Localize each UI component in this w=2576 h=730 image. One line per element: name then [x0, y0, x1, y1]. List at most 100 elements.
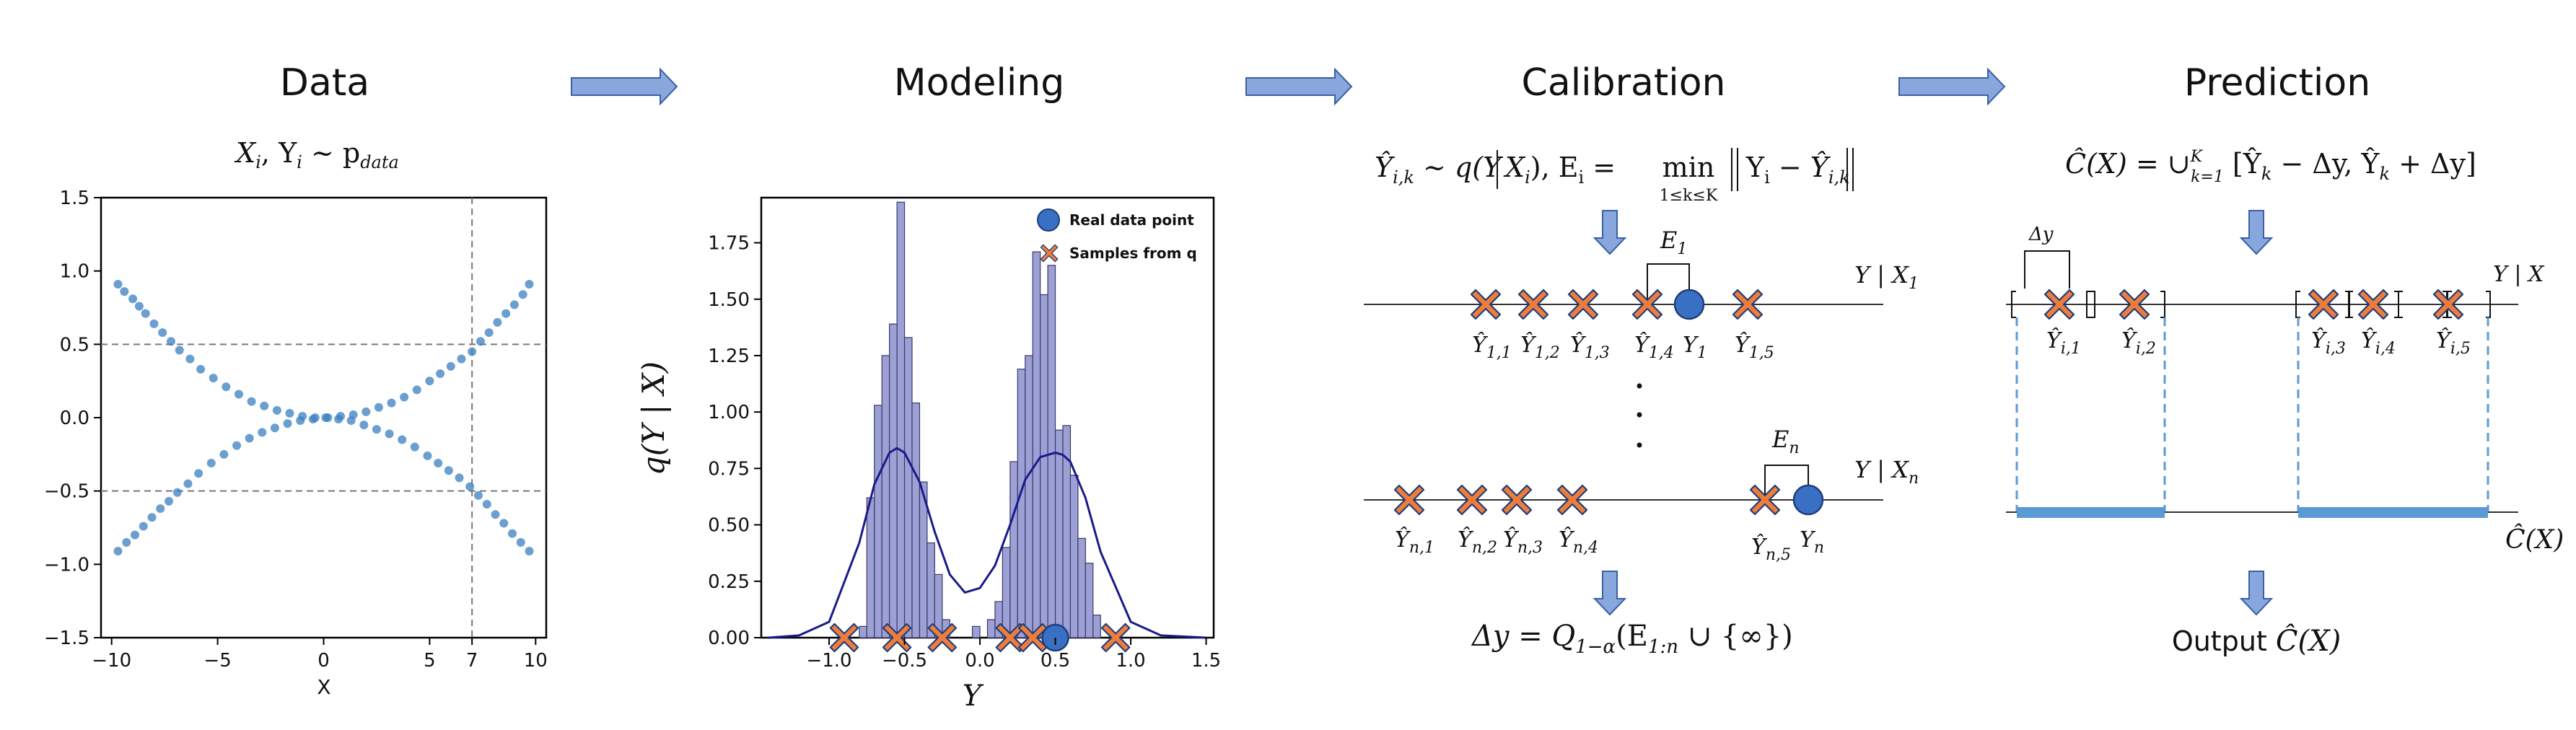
projection-lines: [2015, 317, 2489, 512]
calib-point-label: Ŷ1,5: [1735, 332, 1774, 362]
kde-curve: [768, 447, 1206, 639]
scatter-point: [359, 421, 369, 430]
svg-text:min: min: [1662, 151, 1715, 183]
vertical-ellipsis: [1637, 383, 1642, 448]
prediction-output: Output Ĉ(X): [2172, 624, 2341, 658]
calib-point-label: Yn: [1800, 527, 1824, 557]
scatter-point: [501, 309, 511, 318]
delta-label: Δy: [2028, 224, 2054, 245]
calib-point-label: Ŷ1,2: [1520, 332, 1560, 362]
stage-title-calibration: Calibration: [1522, 61, 1726, 105]
hist-bar: [911, 403, 921, 638]
scatter-point: [196, 364, 206, 374]
hist-bar: [1040, 294, 1048, 638]
scatter-point: [147, 513, 157, 522]
scatter-point: [158, 328, 167, 338]
scatter-point: [185, 354, 195, 364]
scatter-point: [525, 279, 534, 289]
scatter-point: [270, 423, 279, 433]
hist-ytick-label: 1.50: [708, 289, 750, 311]
scatter-point: [222, 382, 231, 392]
hist-xtick-label: 0.0: [965, 650, 994, 672]
error-bracket-1: [1647, 263, 1690, 304]
scatter-point: [499, 519, 509, 528]
scatter-point: [296, 416, 305, 426]
legend-sample-label: Samples from q: [1069, 245, 1197, 262]
real-point-marker: [1673, 289, 1705, 320]
scatter-point: [468, 347, 477, 356]
scatter-ytick-label: 1.0: [60, 261, 89, 283]
scatter-point: [346, 416, 356, 426]
prediction-row: Δy Y | X Ŷi,1 Ŷi,2 Ŷi,3 Ŷi,4: [2006, 224, 2564, 555]
calib-row1-label: Y | X1: [1854, 261, 1919, 293]
hist-bar: [896, 201, 906, 638]
hist-ytick-label: 0.25: [708, 571, 750, 593]
scatter-point: [518, 290, 527, 299]
calib-errn-label: En: [1771, 426, 1800, 457]
svg-text:Ŷi,k ~ q(Y: Ŷi,k ~ q(Y: [1375, 151, 1504, 188]
scatter-point: [234, 390, 243, 399]
scatter-point: [232, 441, 242, 450]
scatter-point: [175, 346, 184, 355]
scatter-point: [120, 287, 129, 296]
scatter-point: [321, 413, 330, 422]
hist-ytick-label: 1.75: [708, 233, 750, 255]
scatter-point: [245, 434, 254, 443]
scatter-point: [400, 392, 409, 402]
scatter-point: [425, 377, 434, 386]
scatter-point: [283, 419, 292, 428]
hist-legend: Real data point Samples from q: [1037, 208, 1197, 263]
pred-point-label: Ŷi,5: [2436, 327, 2471, 358]
calib-point-label: Ŷn,1: [1395, 527, 1434, 557]
hist-bar: [1025, 355, 1033, 638]
scatter-point: [308, 415, 317, 424]
scatter-point: [247, 397, 256, 406]
scatter-point: [206, 459, 216, 468]
scatter-xtick-label: −5: [203, 650, 231, 672]
scatter-point: [484, 328, 494, 338]
scatter-point: [457, 354, 466, 364]
hist-bar: [1077, 537, 1086, 638]
hist-bar: [1069, 475, 1079, 638]
calib-point-label: Ŷn,4: [1559, 527, 1598, 557]
scatter-point: [166, 337, 175, 346]
svg-text:Yi − Ŷi,k: Yi − Ŷi,k: [1745, 151, 1850, 188]
hist-bar: [1009, 461, 1018, 638]
hist-bar: [881, 355, 890, 638]
scatter-point: [156, 504, 165, 514]
scatter-point: [272, 405, 281, 415]
down-arrow-calib-2: [1593, 571, 1627, 616]
scatter-point: [285, 408, 294, 418]
hist-ytick-label: 1.00: [708, 402, 750, 423]
scatter-ytick-label: −1.5: [44, 628, 89, 649]
calibration-formula: Ŷi,k ~ q(Y Xi), Ei = min 1≤k≤K Yi − Ŷi,k: [1375, 148, 1854, 205]
scatter-point: [172, 488, 182, 497]
real-point-marker: [1792, 484, 1824, 516]
scatter-point: [436, 369, 445, 378]
hist-xtick-label: −0.5: [882, 650, 927, 672]
calib-point-label: Ŷn,2: [1458, 527, 1497, 557]
scatter-point: [444, 466, 453, 475]
hist-ytick-label: 1.25: [708, 346, 750, 367]
legend-real-label: Real data point: [1069, 211, 1194, 229]
calib-point-label: Ŷ1,3: [1570, 332, 1610, 362]
hist-ytick-label: 0.00: [708, 628, 750, 649]
scatter-xtick-label: 7: [466, 650, 478, 672]
stage-title-prediction: Prediction: [2184, 61, 2370, 105]
scatter-x-label: X: [317, 675, 330, 699]
scatter-point: [149, 319, 159, 328]
hist-bar: [1032, 251, 1041, 638]
scatter-point: [525, 547, 534, 556]
calib-point-label: Ŷ1,1: [1472, 332, 1512, 362]
hist-y-label: q(Y | X): [636, 361, 671, 475]
scatter-point: [260, 401, 269, 410]
prediction-formula: Ĉ(X) = ∪K k=1 [Ŷk − Δy, Ŷk + Δy]: [2065, 148, 2476, 186]
scatter-point: [372, 425, 381, 434]
scatter-point: [410, 442, 419, 452]
scatter-point: [493, 317, 502, 327]
scatter-point: [131, 530, 140, 540]
calib-err1-label: E1: [1660, 227, 1687, 258]
hist-bar: [1085, 563, 1094, 638]
prediction-set-label: Ĉ(X): [2505, 524, 2564, 555]
histogram-chart: −1.0 −0.5 0.0 0.5 1.0 1.5 0.00 0.25 0.50 0.75 1.0…: [636, 196, 1221, 713]
